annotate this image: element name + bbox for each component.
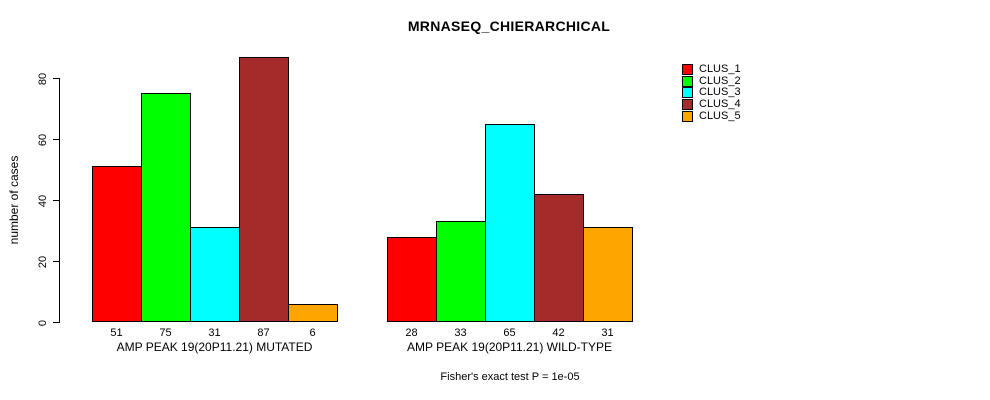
legend-label: CLUS_4 <box>699 98 741 111</box>
bar-value-label: 28 <box>405 327 418 339</box>
bar-clus_2-group1 <box>141 93 191 322</box>
legend-item-clus_4: CLUS_4 <box>682 99 741 111</box>
y-axis-tick <box>53 139 59 140</box>
bar-clus_2-group2 <box>436 221 486 322</box>
legend-item-clus_1: CLUS_1 <box>682 64 741 76</box>
legend-swatch <box>682 99 693 111</box>
legend-swatch <box>682 75 693 87</box>
bar-value-label: 65 <box>503 327 516 339</box>
bar-clus_1-group2 <box>387 236 437 322</box>
y-axis-tick <box>53 78 59 79</box>
legend-swatch <box>682 87 693 99</box>
legend-label: CLUS_1 <box>699 63 741 76</box>
legend-swatch <box>682 64 693 76</box>
y-axis-tick-label: 40 <box>37 194 49 207</box>
bar-clus_4-group1 <box>239 56 289 322</box>
chart-title: MRNASEQ_CHIERARCHICAL <box>407 18 611 34</box>
legend-label: CLUS_3 <box>699 86 741 99</box>
bar-value-label: 42 <box>552 327 565 339</box>
y-axis-line <box>59 78 60 323</box>
legend-label: CLUS_2 <box>699 74 741 87</box>
y-axis-tick <box>53 200 59 201</box>
y-axis-tick-label: 80 <box>37 72 49 85</box>
y-axis-tick <box>53 261 59 262</box>
bar-value-label: 31 <box>601 327 614 339</box>
y-axis-tick-label: 60 <box>37 133 49 146</box>
bar-clus_3-group2 <box>485 123 535 322</box>
bar-value-label: 51 <box>110 327 123 339</box>
legend-item-clus_2: CLUS_2 <box>682 74 741 88</box>
y-axis-tick-label: 20 <box>37 255 49 268</box>
y-axis-label: number of cases <box>7 155 21 245</box>
bar-value-label: 75 <box>159 327 172 339</box>
bar-value-label: 6 <box>309 327 316 339</box>
group-label: AMP PEAK 19(20P11.21) MUTATED <box>116 340 313 354</box>
bar-clus_1-group1 <box>92 166 142 322</box>
bar-clus_5-group2 <box>583 227 633 322</box>
y-axis-tick-label: 0 <box>37 319 49 326</box>
bar-clus_3-group1 <box>190 227 240 322</box>
bar-value-label: 33 <box>454 327 467 339</box>
bar-clus_4-group2 <box>534 193 584 322</box>
legend-item-clus_5: CLUS_5 <box>682 110 741 122</box>
legend-item-clus_3: CLUS_3 <box>682 87 741 99</box>
y-axis-tick <box>53 322 59 323</box>
group-label: AMP PEAK 19(20P11.21) WILD-TYPE <box>407 340 612 354</box>
legend-swatch <box>682 110 693 122</box>
legend-label: CLUS_5 <box>699 109 741 122</box>
bar-value-label: 31 <box>208 327 221 339</box>
legend: CLUS_1 CLUS_2 CLUS_3 CLUS_4 CLUS_5 <box>682 64 741 122</box>
bar-value-label: 87 <box>257 327 270 339</box>
fisher-test-annotation: Fisher's exact test P = 1e-05 <box>440 371 580 383</box>
bar-clus_5-group1 <box>288 303 338 322</box>
